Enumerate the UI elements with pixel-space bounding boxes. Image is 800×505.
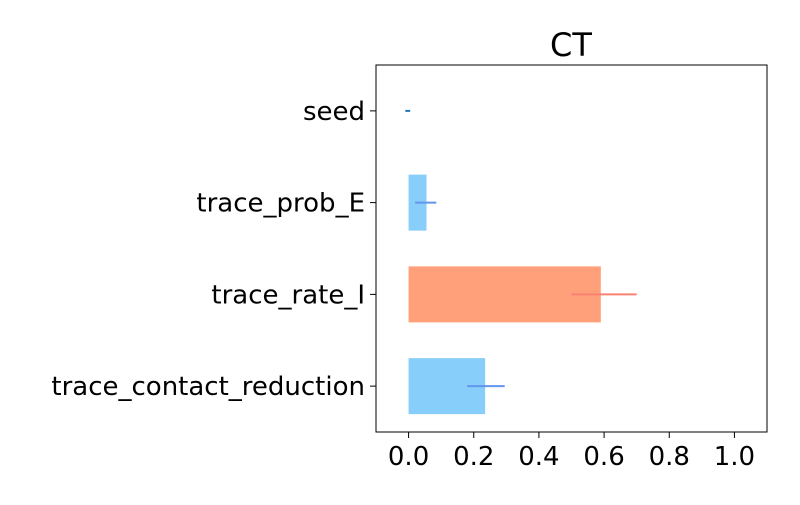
y-tick-label-trace_rate_I: trace_rate_I: [211, 280, 365, 310]
x-tick-label-0.0: 0.0: [388, 442, 429, 472]
bar-trace_rate_I: [408, 266, 601, 323]
x-tick-label-0.4: 0.4: [518, 442, 559, 472]
y-tick-label-trace_prob_E: trace_prob_E: [196, 189, 365, 219]
chart-title: CT: [550, 26, 592, 64]
x-tick-label-1.0: 1.0: [714, 442, 755, 472]
y-tick-label-trace_contact_reduction: trace_contact_reduction: [51, 372, 365, 402]
y-tick-label-seed: seed: [303, 97, 365, 127]
y-axis: seed trace_prob_E trace_rate_I trace_contac…: [51, 97, 376, 402]
plot-frame: [375, 64, 768, 433]
bars-layer: [408, 174, 601, 415]
error-bars-layer: [405, 109, 637, 388]
x-tick-label-0.8: 0.8: [649, 442, 690, 472]
x-tick-label-0.2: 0.2: [453, 442, 494, 472]
x-tick-label-0.6: 0.6: [583, 442, 624, 472]
x-axis: 0.0 0.2 0.4 0.6 0.8 1.0: [388, 432, 755, 472]
